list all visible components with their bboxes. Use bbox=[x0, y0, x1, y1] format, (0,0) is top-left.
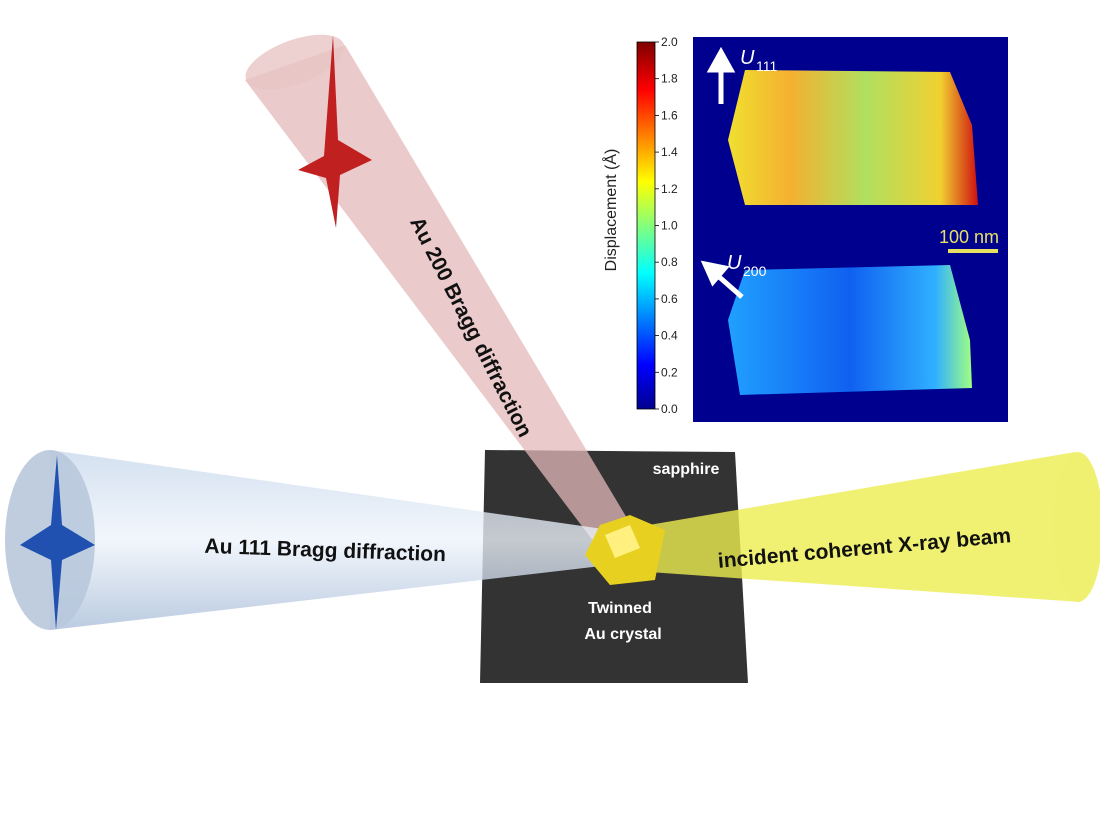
inset: U 111 U 200 100 nm bbox=[693, 37, 1008, 422]
u-label: U bbox=[740, 47, 755, 69]
stars bbox=[20, 35, 372, 630]
crystal bbox=[585, 515, 665, 585]
tick-label: 0.4 bbox=[661, 329, 678, 343]
u-label: U bbox=[727, 252, 742, 274]
tick-label: 0.0 bbox=[661, 402, 678, 416]
substrate-label: sapphire bbox=[653, 461, 720, 478]
tick-label: 1.6 bbox=[661, 108, 678, 122]
tick-label: 1.0 bbox=[661, 219, 678, 233]
crystal-label: Au crystal bbox=[584, 626, 661, 643]
tick-label: 0.6 bbox=[661, 292, 678, 306]
colorbar: Displacement (Å) 0.0 0.2 0.4 0.6 0.8 1.0 1.2 1.… bbox=[601, 35, 678, 416]
tick-label: 1.4 bbox=[661, 145, 678, 159]
tick-label: 0.2 bbox=[661, 365, 678, 379]
colorbar-label: Displacement (Å) bbox=[601, 149, 620, 272]
tick-label: 0.8 bbox=[661, 255, 678, 269]
tick-label: 1.8 bbox=[661, 72, 678, 86]
tick-label: 1.2 bbox=[661, 182, 678, 196]
u-subscript: 111 bbox=[756, 58, 777, 74]
tick-label: 2.0 bbox=[661, 35, 678, 49]
beam-label: Au 200 Bragg diffraction bbox=[405, 213, 536, 441]
u-subscript: 200 bbox=[743, 263, 767, 279]
crystal-label: Twinned bbox=[588, 600, 652, 617]
scale-bar-label: 100 nm bbox=[939, 227, 999, 247]
